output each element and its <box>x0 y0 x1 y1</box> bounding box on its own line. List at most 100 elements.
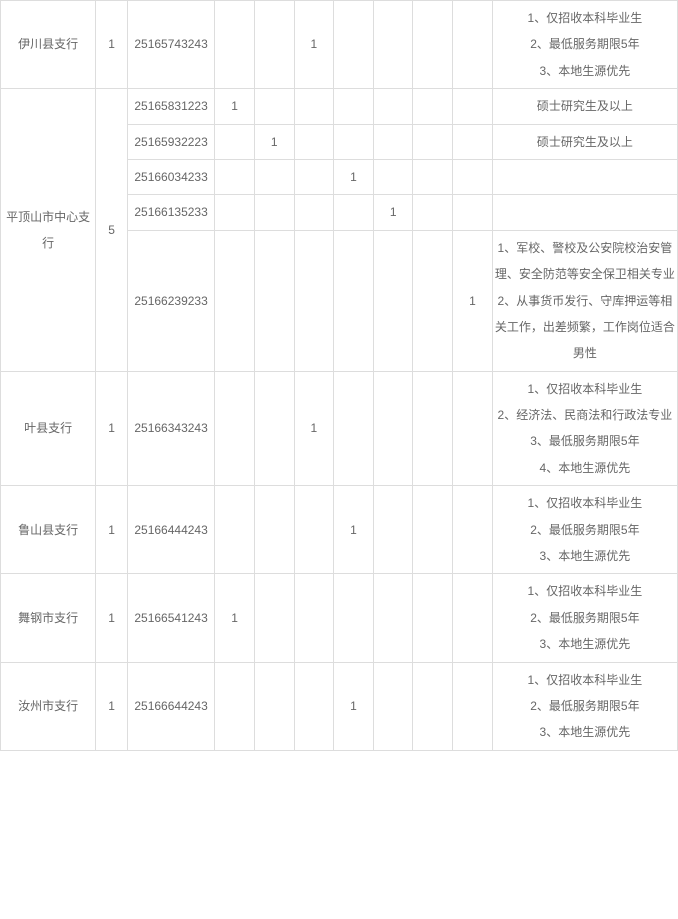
table-row: 汝州市支行12516664424311、仅招收本科毕业生2、最低服务期限5年3、… <box>1 662 678 750</box>
code-cell: 25166444243 <box>127 486 214 574</box>
remark-line: 2、从事货币发行、守库押运等相关工作，出差频繁，工作岗位适合男性 <box>495 288 675 367</box>
remark-cell: 硕士研究生及以上 <box>492 124 677 159</box>
position-cell <box>254 159 294 194</box>
position-cell: 1 <box>215 89 255 124</box>
position-cell <box>215 159 255 194</box>
remark-cell: 1、仅招收本科毕业生2、最低服务期限5年3、本地生源优先 <box>492 574 677 662</box>
code-cell: 25166343243 <box>127 371 214 486</box>
table-row: 鲁山县支行12516644424311、仅招收本科毕业生2、最低服务期限5年3、… <box>1 486 678 574</box>
position-cell: 1 <box>453 230 493 371</box>
code-cell: 25166239233 <box>127 230 214 371</box>
remark-line: 3、最低服务期限5年 <box>495 428 675 454</box>
position-cell <box>294 662 334 750</box>
quota-cell: 1 <box>96 486 128 574</box>
position-cell <box>453 89 493 124</box>
code-cell: 25165743243 <box>127 1 214 89</box>
position-cell <box>254 1 294 89</box>
position-cell <box>294 574 334 662</box>
position-cell <box>215 486 255 574</box>
position-cell <box>334 371 374 486</box>
code-cell: 25166135233 <box>127 195 214 230</box>
position-cell <box>215 662 255 750</box>
position-cell <box>453 574 493 662</box>
position-cell <box>254 574 294 662</box>
remark-line: 4、本地生源优先 <box>495 455 675 481</box>
position-cell <box>413 89 453 124</box>
quota-cell: 1 <box>96 662 128 750</box>
position-cell <box>254 486 294 574</box>
position-cell <box>294 124 334 159</box>
remark-cell <box>492 195 677 230</box>
position-cell: 1 <box>334 486 374 574</box>
quota-cell: 1 <box>96 371 128 486</box>
position-cell <box>373 230 413 371</box>
remark-cell: 1、仅招收本科毕业生2、最低服务期限5年3、本地生源优先 <box>492 1 677 89</box>
position-cell: 1 <box>294 1 334 89</box>
code-cell: 25165932223 <box>127 124 214 159</box>
position-cell <box>254 662 294 750</box>
position-cell <box>215 195 255 230</box>
remark-line: 3、本地生源优先 <box>495 719 675 745</box>
position-cell <box>373 371 413 486</box>
branch-cell: 平顶山市中心支行 <box>1 89 96 372</box>
remark-line: 1、仅招收本科毕业生 <box>495 490 675 516</box>
position-cell <box>373 662 413 750</box>
remark-line: 2、最低服务期限5年 <box>495 31 675 57</box>
position-cell: 1 <box>294 371 334 486</box>
position-cell: 1 <box>215 574 255 662</box>
position-cell <box>413 662 453 750</box>
branch-cell: 鲁山县支行 <box>1 486 96 574</box>
branch-cell: 伊川县支行 <box>1 1 96 89</box>
position-cell <box>215 230 255 371</box>
position-cell <box>215 371 255 486</box>
position-cell: 1 <box>254 124 294 159</box>
remark-line: 1、仅招收本科毕业生 <box>495 5 675 31</box>
branch-cell: 汝州市支行 <box>1 662 96 750</box>
position-cell <box>413 124 453 159</box>
position-cell <box>254 89 294 124</box>
position-cell <box>334 124 374 159</box>
position-cell <box>453 124 493 159</box>
remark-cell: 1、仅招收本科毕业生2、经济法、民商法和行政法专业3、最低服务期限5年4、本地生… <box>492 371 677 486</box>
position-cell <box>413 1 453 89</box>
position-cell <box>334 574 374 662</box>
position-cell <box>453 159 493 194</box>
table-row: 叶县支行12516634324311、仅招收本科毕业生2、经济法、民商法和行政法… <box>1 371 678 486</box>
position-cell <box>453 486 493 574</box>
code-cell: 25166644243 <box>127 662 214 750</box>
position-cell <box>453 1 493 89</box>
position-cell <box>294 486 334 574</box>
remark-line: 2、经济法、民商法和行政法专业 <box>495 402 675 428</box>
branch-cell: 舞钢市支行 <box>1 574 96 662</box>
remark-cell: 1、仅招收本科毕业生2、最低服务期限5年3、本地生源优先 <box>492 486 677 574</box>
position-cell <box>215 1 255 89</box>
quota-cell: 5 <box>96 89 128 372</box>
remark-line: 1、仅招收本科毕业生 <box>495 667 675 693</box>
position-cell <box>334 195 374 230</box>
position-cell <box>453 662 493 750</box>
position-cell <box>453 195 493 230</box>
position-cell <box>334 89 374 124</box>
remark-line: 2、最低服务期限5年 <box>495 605 675 631</box>
code-cell: 25166541243 <box>127 574 214 662</box>
remark-line: 3、本地生源优先 <box>495 543 675 569</box>
table-row: 伊川县支行12516574324311、仅招收本科毕业生2、最低服务期限5年3、… <box>1 1 678 89</box>
position-cell <box>413 230 453 371</box>
remark-line: 硕士研究生及以上 <box>495 129 675 155</box>
position-cell <box>334 1 374 89</box>
remark-cell <box>492 159 677 194</box>
position-cell <box>373 1 413 89</box>
position-cell: 1 <box>334 159 374 194</box>
position-cell <box>413 159 453 194</box>
position-cell <box>334 230 374 371</box>
table-row: 舞钢市支行12516654124311、仅招收本科毕业生2、最低服务期限5年3、… <box>1 574 678 662</box>
remark-line: 2、最低服务期限5年 <box>495 693 675 719</box>
code-cell: 25165831223 <box>127 89 214 124</box>
table-row: 平顶山市中心支行5251658312231硕士研究生及以上 <box>1 89 678 124</box>
position-cell <box>294 230 334 371</box>
position-cell <box>373 124 413 159</box>
remark-cell: 1、军校、警校及公安院校治安管理、安全防范等安全保卫相关专业2、从事货币发行、守… <box>492 230 677 371</box>
position-cell <box>294 89 334 124</box>
position-cell <box>413 486 453 574</box>
position-cell <box>373 89 413 124</box>
